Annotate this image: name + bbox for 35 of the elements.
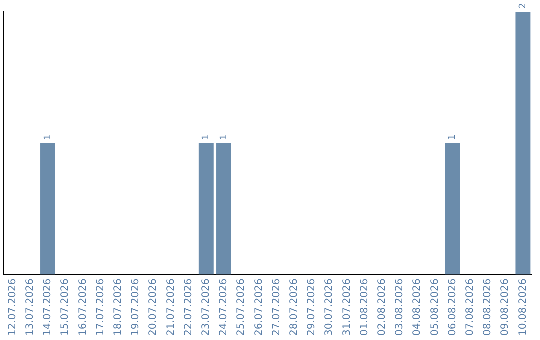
x-tick-label: 16.07.2026 (78, 278, 89, 336)
x-tick-label: 14.07.2026 (42, 278, 54, 336)
x-tick-label: 30.07.2026 (324, 278, 336, 336)
x-tick-label: 24.07.2026 (218, 278, 230, 336)
x-tick-label: 07.08.2026 (464, 278, 476, 336)
x-tick-label: 01.08.2026 (359, 278, 370, 336)
data-label: 1 (202, 134, 212, 140)
x-tick-label: 26.07.2026 (254, 278, 265, 336)
x-tick-label: 31.07.2026 (342, 278, 353, 336)
x-tick-label: 10.08.2026 (518, 278, 529, 336)
data-label: 1 (448, 134, 458, 140)
data-label: 1 (219, 134, 230, 140)
data-label: 2 (518, 3, 529, 9)
x-tick-label: 02.08.2026 (376, 278, 388, 336)
x-tick-label: 17.07.2026 (95, 278, 106, 336)
x-tick-label: 21.07.2026 (166, 278, 177, 336)
x-tick-label: 18.07.2026 (112, 278, 124, 336)
x-tick-label: 22.07.2026 (183, 278, 194, 336)
x-tick-label: 29.07.2026 (306, 278, 318, 336)
x-tick-label: 13.07.2026 (24, 278, 36, 336)
x-tick-label: 25.07.2026 (236, 278, 248, 336)
x-tick-label: 06.08.2026 (447, 278, 458, 336)
x-tick-label: 12.07.2026 (7, 278, 18, 336)
x-tick-label: 28.07.2026 (288, 278, 300, 336)
x-tick-label: 23.07.2026 (200, 278, 212, 336)
x-tick-label: 27.07.2026 (271, 278, 282, 336)
x-tick-label: 20.07.2026 (148, 278, 160, 336)
x-tick-label: 08.08.2026 (482, 278, 494, 336)
x-tick-label: 04.08.2026 (412, 278, 424, 336)
x-tick-label: 15.07.2026 (60, 278, 72, 336)
x-tick-label: 09.08.2026 (500, 278, 512, 336)
data-label: 1 (43, 134, 54, 140)
x-tick-label: 03.08.2026 (394, 278, 406, 336)
x-tick-label: 19.07.2026 (130, 278, 142, 336)
x-tick-label: 05.08.2026 (430, 278, 441, 336)
